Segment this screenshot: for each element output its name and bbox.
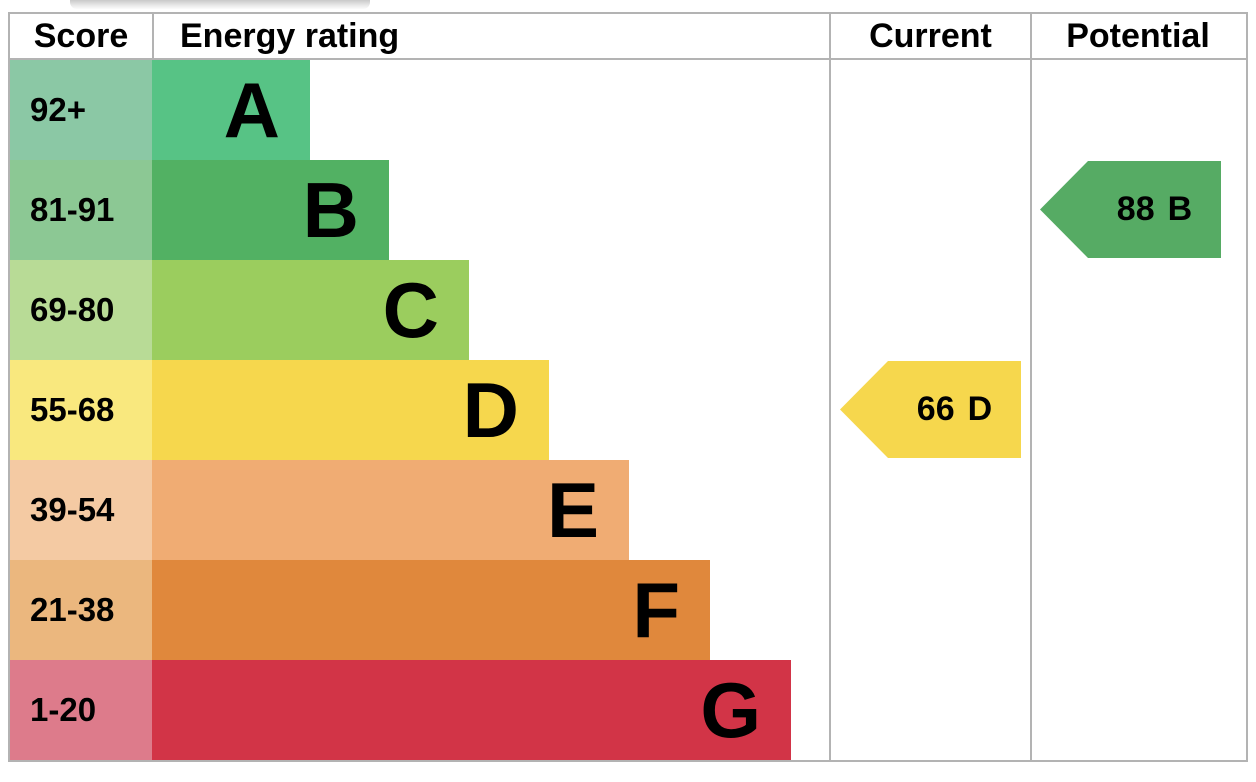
band-row-f: 21-38 F xyxy=(10,560,827,660)
current-rating-grade: D xyxy=(967,390,993,428)
epc-table: Score Energy rating Current Potential 92… xyxy=(8,12,1248,762)
score-range-e: 39-54 xyxy=(10,460,152,560)
rating-bar-g: G xyxy=(152,660,791,760)
header-score: Score xyxy=(33,17,129,55)
band-row-g: 1-20 G xyxy=(10,660,827,760)
band-row-d: 55-68 D xyxy=(10,360,827,460)
header-energy-rating: Energy rating xyxy=(180,17,400,55)
score-range-d: 55-68 xyxy=(10,360,152,460)
current-column-left-divider xyxy=(829,14,831,760)
current-rating-value: 66 xyxy=(916,390,955,428)
band-row-a: 92+ A xyxy=(10,60,827,160)
band-row-c: 69-80 C xyxy=(10,260,827,360)
header-potential: Potential xyxy=(1066,17,1210,55)
header-score-divider xyxy=(152,14,154,58)
rating-bands: 92+ A 81-91 B 69-80 C 55-68 D 39-54 E 21… xyxy=(10,60,827,760)
rating-bar-d: D xyxy=(152,360,549,460)
top-edge-artifact xyxy=(70,0,370,9)
rating-bar-b: B xyxy=(152,160,389,260)
score-range-c: 69-80 xyxy=(10,260,152,360)
score-range-f: 21-38 xyxy=(10,560,152,660)
score-range-a: 92+ xyxy=(10,60,152,160)
band-row-b: 81-91 B xyxy=(10,160,827,260)
table-header: Score Energy rating Current Potential xyxy=(10,14,1246,58)
rating-bar-c: C xyxy=(152,260,469,360)
header-bottom-divider xyxy=(10,58,1246,60)
current-column-right-divider xyxy=(1030,14,1032,760)
score-range-b: 81-91 xyxy=(10,160,152,260)
rating-bar-f: F xyxy=(152,560,710,660)
potential-rating-grade: B xyxy=(1167,190,1193,228)
header-current: Current xyxy=(869,17,992,55)
potential-rating-value: 88 xyxy=(1116,190,1155,228)
rating-bar-e: E xyxy=(152,460,629,560)
score-range-g: 1-20 xyxy=(10,660,152,760)
band-row-e: 39-54 E xyxy=(10,460,827,560)
rating-bar-a: A xyxy=(152,60,310,160)
